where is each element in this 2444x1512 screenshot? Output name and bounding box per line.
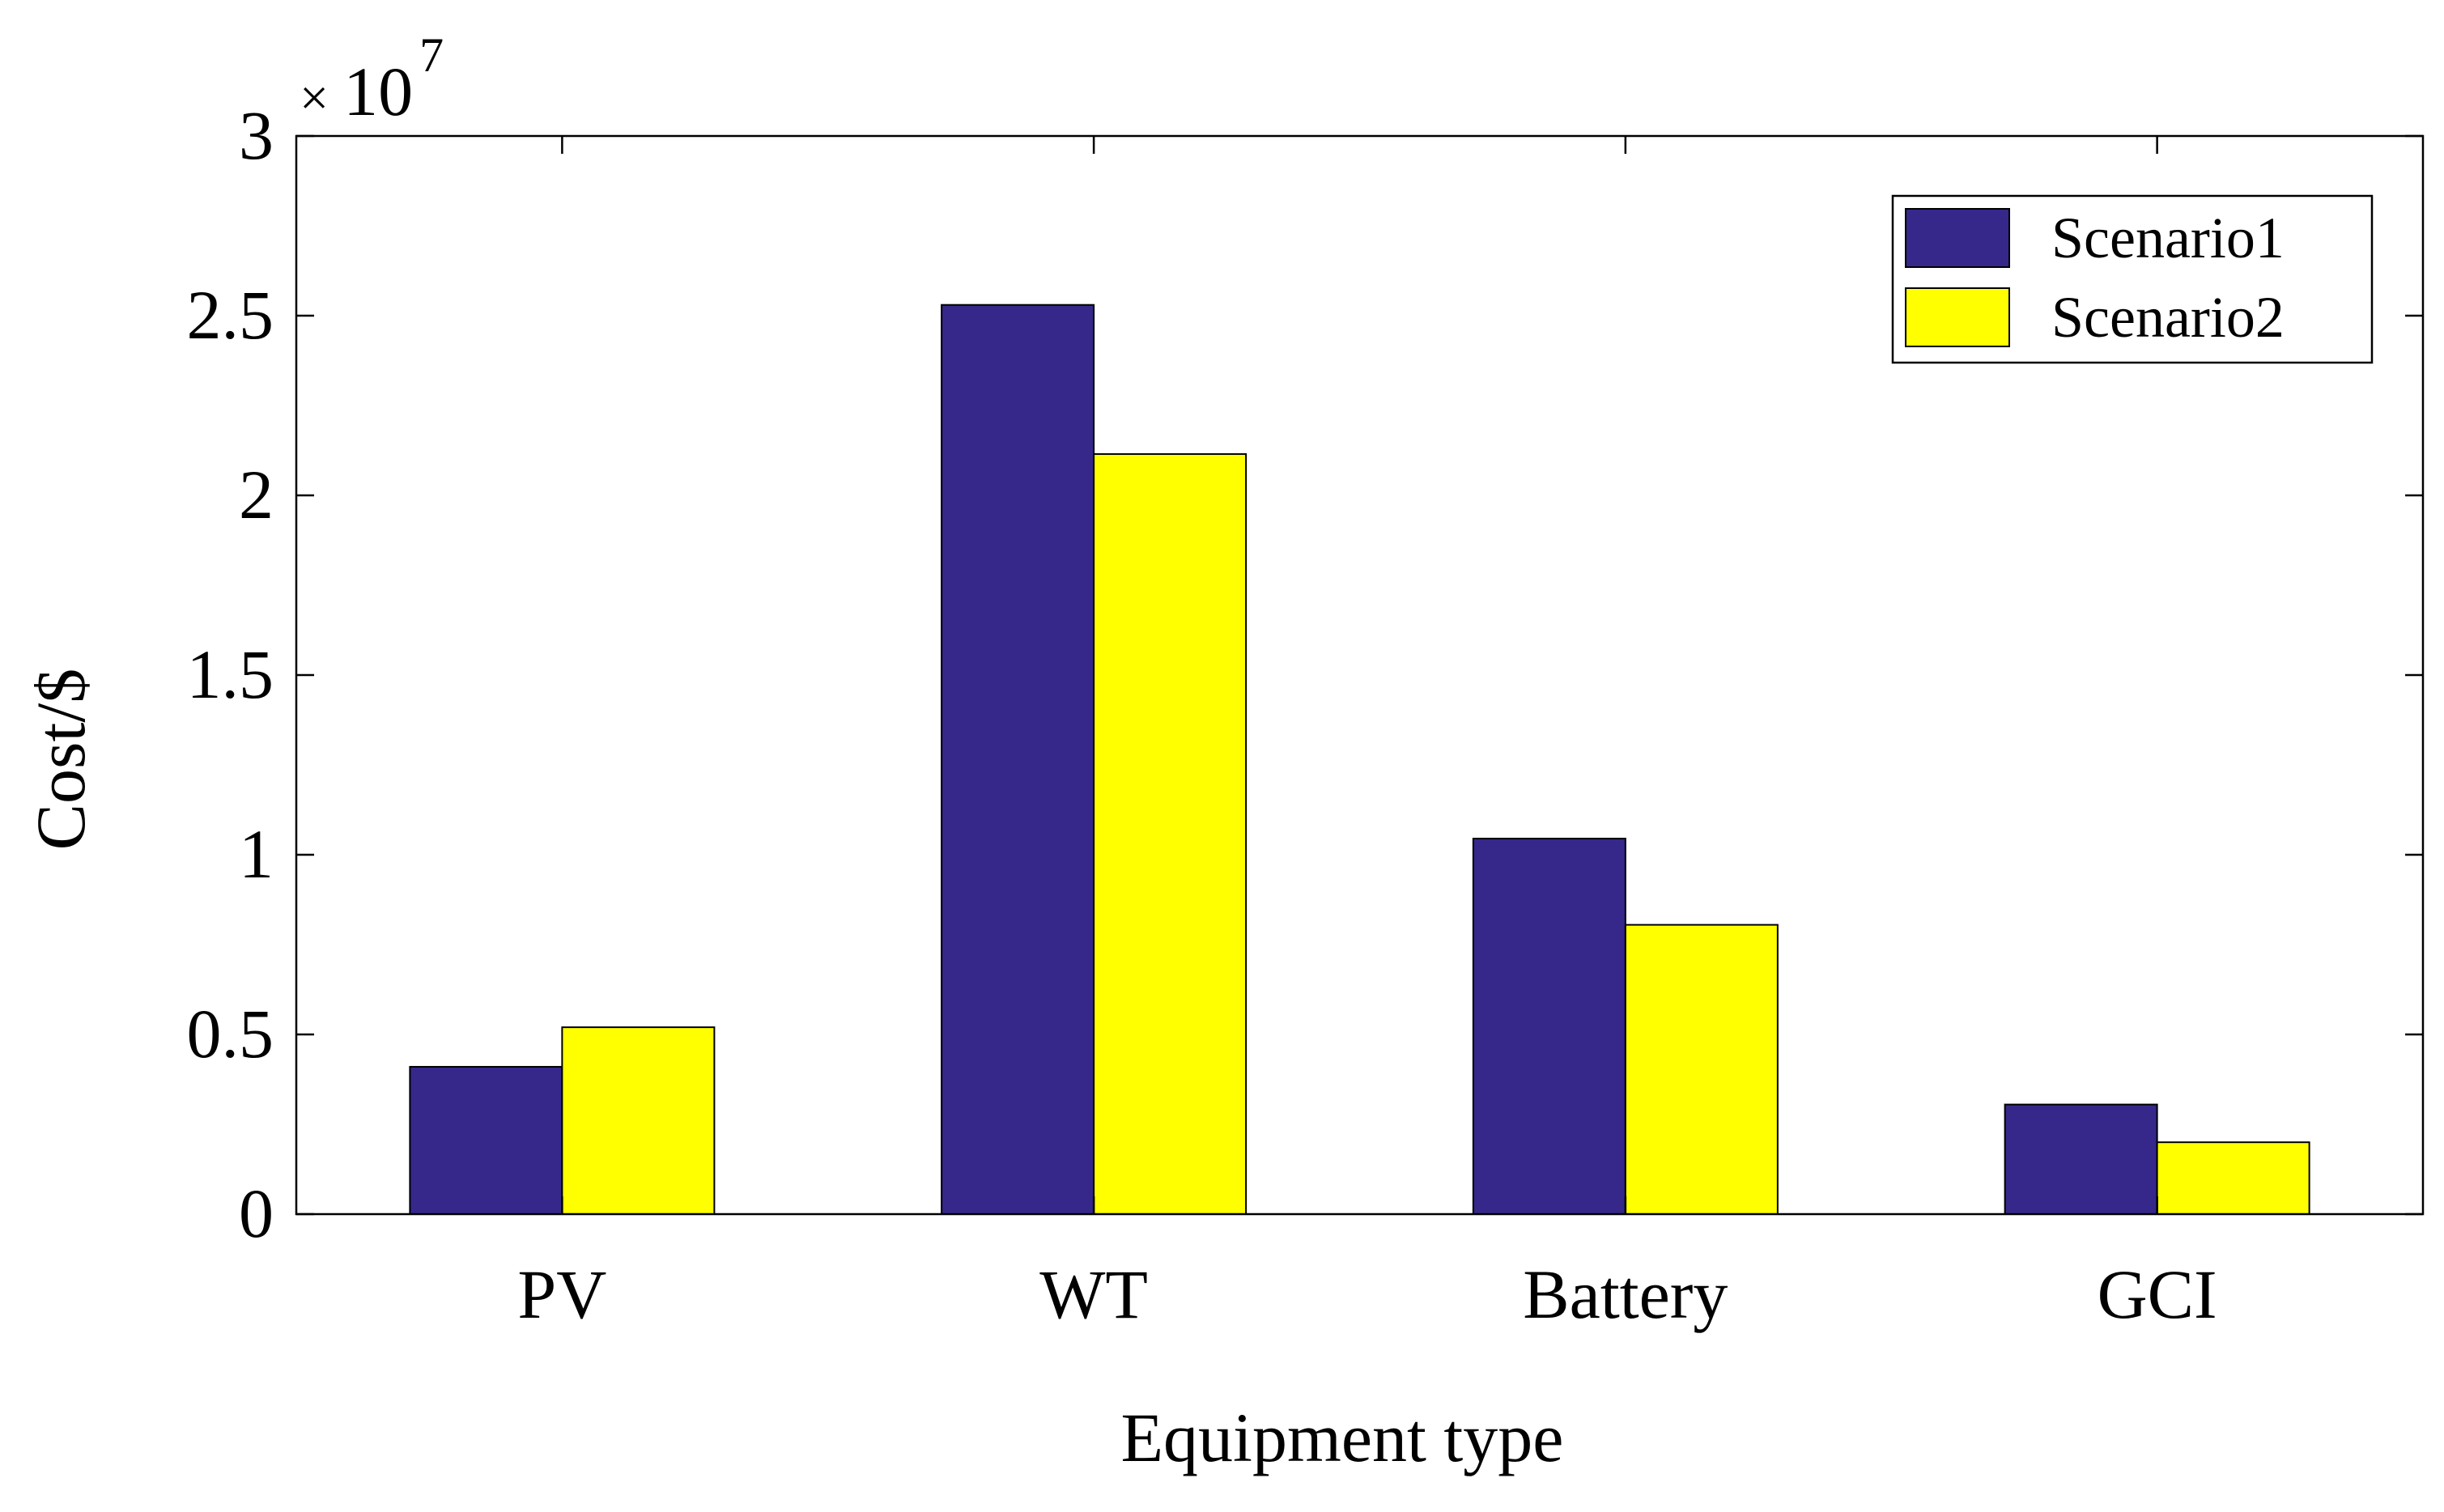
legend: Scenario1 Scenario2 [1891, 194, 2374, 364]
legend-label-scenario1: Scenario1 [2051, 206, 2285, 270]
bar-scenario2-wt [1093, 452, 1248, 1215]
legend-swatch-scenario1 [1905, 208, 2010, 268]
y-axis-exponent: × 10 7 [300, 28, 444, 130]
y-tick-label: 0.5 [187, 995, 274, 1072]
legend-label-scenario2: Scenario2 [2051, 285, 2285, 350]
x-category-label: PV [517, 1255, 606, 1333]
y-tick-label: 1.5 [187, 635, 274, 713]
y-tick-label: 2.5 [187, 276, 274, 354]
bar-scenario2-battery [1624, 924, 1779, 1215]
exponent-power: 7 [419, 28, 444, 82]
y-tick-label: 0 [239, 1174, 274, 1252]
x-category-label: WT [1039, 1255, 1148, 1333]
axes-group: 0 0.5 1 1.5 2 2.5 3 PV WT Battery GCI [187, 96, 2425, 1333]
y-tick-label: 2 [239, 456, 274, 533]
y-axis-title: Cost/$ [22, 669, 100, 851]
legend-swatch-scenario2 [1905, 287, 2010, 347]
bar-scenario2-gci [2156, 1141, 2310, 1215]
bar-scenario2-pv [561, 1026, 716, 1215]
bar-scenario1-pv [409, 1065, 563, 1215]
x-axis-title: Equipment type [1121, 1399, 1564, 1476]
x-category-label: GCI [2098, 1255, 2217, 1333]
y-tick-label: 3 [239, 96, 274, 174]
exponent-multiply-sign: × [300, 69, 329, 126]
exponent-base: 10 [343, 53, 413, 130]
bars-group [409, 304, 2310, 1216]
bar-scenario1-battery [1472, 838, 1626, 1216]
bar-scenario1-wt [941, 304, 1095, 1215]
x-category-label: Battery [1523, 1255, 1728, 1333]
bar-scenario1-gci [2004, 1103, 2158, 1215]
y-tick-label: 1 [239, 815, 274, 893]
